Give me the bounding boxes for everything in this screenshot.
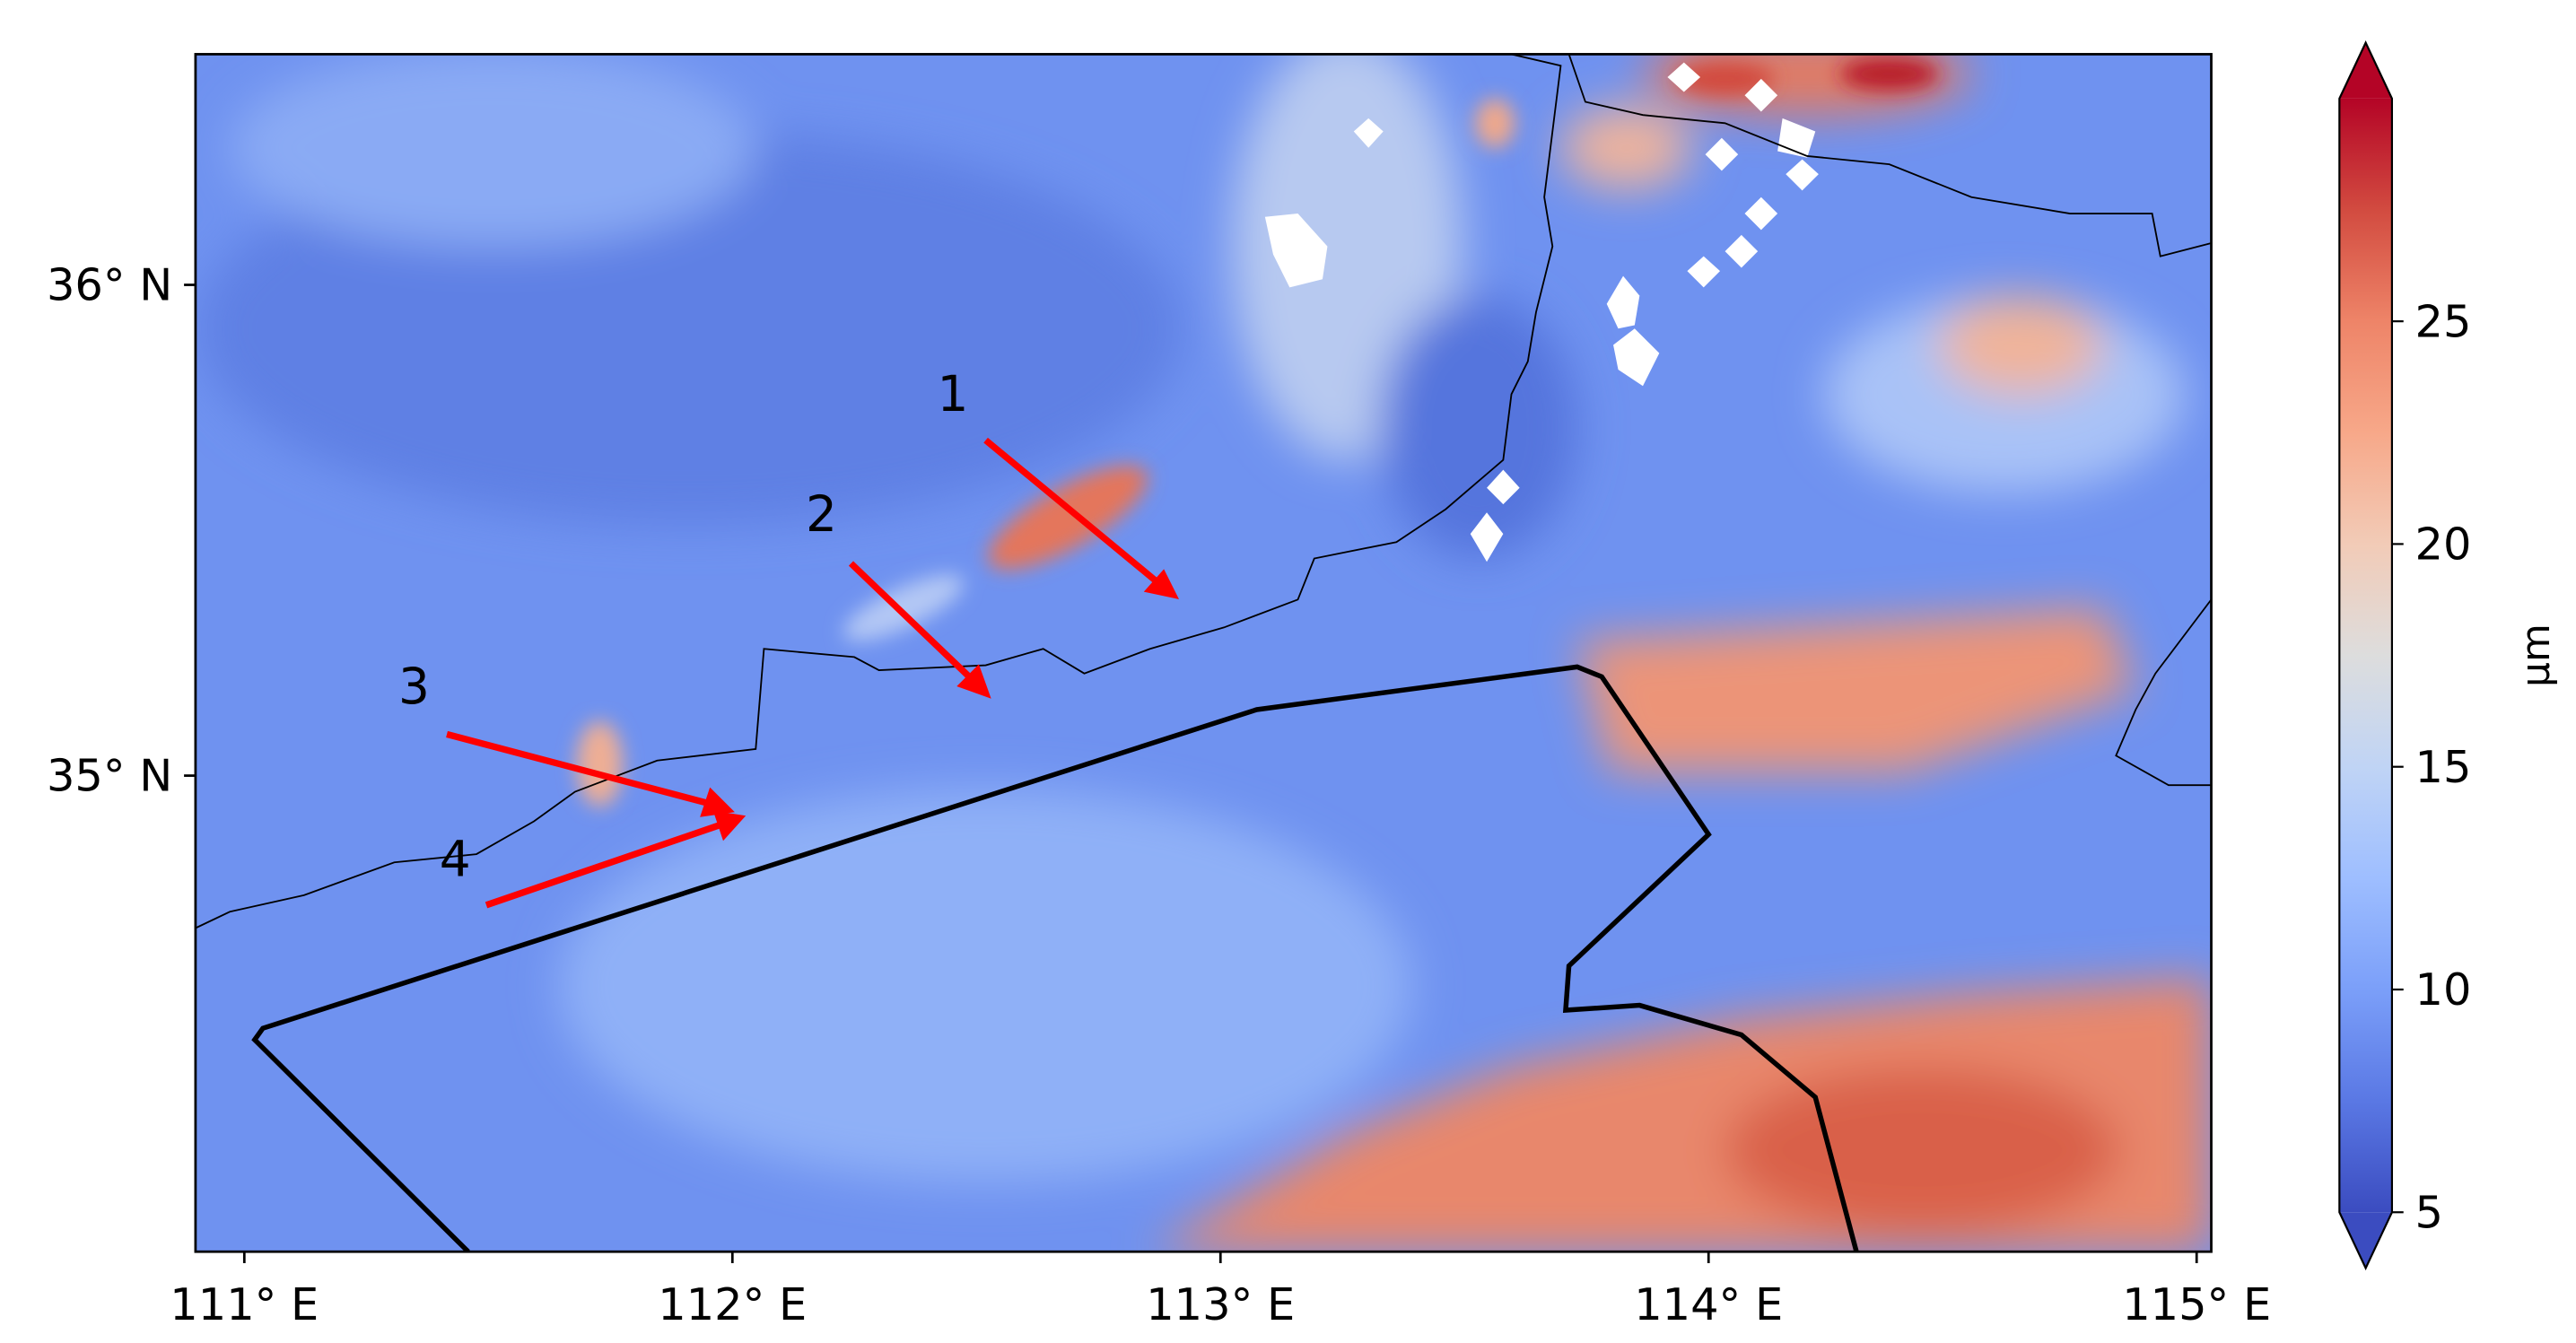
x-tick-label: 114° E [1634, 1278, 1783, 1330]
annotation: 4 [440, 830, 471, 887]
colorbar-label: μm [2513, 624, 2559, 687]
field-patches [196, 54, 2212, 1252]
arrow [446, 730, 710, 807]
colorbar-tick-label: 15 [2415, 741, 2472, 793]
province-border [1567, 54, 2212, 257]
annotation: 3 [398, 658, 430, 715]
field-highlights [576, 57, 1939, 807]
field [195, 54, 2212, 1252]
arrow [983, 437, 1159, 584]
colorbar-extend-max [2339, 42, 2392, 99]
colorbar-extend-min [2339, 1212, 2392, 1269]
province-border [195, 54, 1562, 929]
region-outline [251, 664, 1859, 1252]
arrowhead [712, 810, 747, 842]
y-tick-label: 36° N [47, 259, 172, 311]
arrows [446, 437, 1180, 909]
colorbar-tick-label: 5 [2415, 1186, 2443, 1238]
missing-data [1264, 62, 1819, 562]
arrow [485, 821, 723, 909]
colorbar-tick-label: 25 [2415, 295, 2472, 347]
province-border [2115, 598, 2212, 787]
annotation: 2 [806, 485, 837, 543]
x-tick-label: 112° E [658, 1278, 807, 1330]
arrowhead [1143, 569, 1180, 599]
annotations: 1 2 3 4 [398, 365, 968, 887]
plot-frame [194, 53, 2213, 1253]
arrowhead [956, 664, 991, 699]
x-tick-label: 113° E [1146, 1278, 1295, 1330]
y-tick-label: 35° N [47, 750, 172, 802]
colorbar [2339, 98, 2392, 1213]
colorbar-tick-label: 20 [2415, 519, 2472, 571]
annotation: 1 [938, 365, 969, 423]
x-tick-label: 111° E [170, 1278, 319, 1330]
borders [195, 54, 2212, 1252]
arrow [848, 561, 974, 681]
colorbar-tick-label: 10 [2415, 964, 2472, 1016]
x-tick-label: 115° E [2122, 1278, 2271, 1330]
